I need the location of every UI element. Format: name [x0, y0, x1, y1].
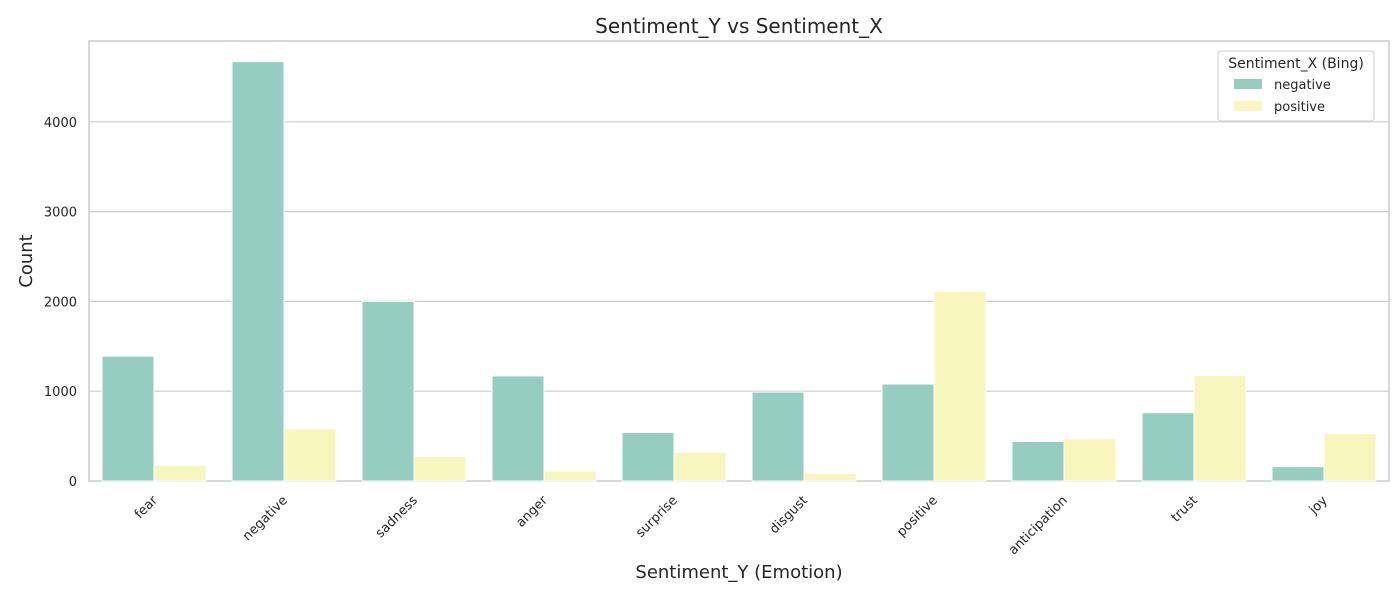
legend-swatch-positive	[1234, 101, 1262, 111]
y-tick-label: 4000	[44, 116, 77, 131]
x-tick-label-joy: joy	[1306, 493, 1331, 518]
y-tick-label: 1000	[44, 385, 77, 400]
bar-disgust-positive	[803, 472, 857, 482]
x-tick-label-fear: fear	[132, 493, 161, 522]
y-tick-label: 0	[69, 475, 77, 490]
bar-surprise-negative	[621, 432, 675, 482]
bar-negative-negative	[231, 61, 285, 482]
bar-anger-positive	[543, 470, 597, 482]
y-tick-labels: 0 1000 2000 3000 4000	[44, 116, 77, 490]
x-tick-label-disgust: disgust	[767, 493, 811, 537]
x-tick-label-anticipation: anticipation	[1006, 493, 1071, 558]
bar-positive-positive	[933, 291, 987, 482]
plot-area	[88, 40, 1390, 482]
bar-anger-negative	[491, 375, 545, 482]
bar-surprise-positive	[673, 451, 727, 482]
bar-fear-negative	[101, 355, 155, 482]
y-tick-label: 2000	[44, 295, 77, 310]
legend-label-negative: negative	[1274, 78, 1331, 93]
bars	[101, 61, 1377, 482]
bar-disgust-negative	[751, 391, 805, 482]
bar-sadness-positive	[413, 456, 467, 482]
grid-lines	[89, 121, 1389, 392]
bar-positive-negative	[881, 383, 935, 482]
bar-anticipation-positive	[1063, 438, 1117, 482]
bar-negative-positive	[283, 428, 337, 482]
bar-joy-negative	[1271, 466, 1325, 482]
bar-sadness-negative	[361, 300, 415, 482]
x-tick-label-positive: positive	[894, 493, 941, 540]
bar-joy-positive	[1323, 432, 1377, 482]
bar-trust-positive	[1193, 374, 1247, 482]
legend: Sentiment_X (Bing) negative positive	[1217, 50, 1375, 122]
x-tick-label-negative: negative	[240, 493, 291, 544]
bar-anticipation-negative	[1011, 440, 1065, 482]
x-tick-label-sadness: sadness	[373, 493, 421, 541]
bar-fear-positive	[153, 464, 207, 482]
chart-title: Sentiment_Y vs Sentiment_X	[595, 14, 883, 38]
legend-title: Sentiment_X (Bing)	[1228, 56, 1364, 72]
x-tick-labels: fear negative sadness anger surprise disgust p…	[132, 493, 1331, 558]
x-tick-label-anger: anger	[513, 493, 551, 531]
y-tick-label: 3000	[44, 206, 77, 221]
bar-trust-negative	[1141, 412, 1195, 482]
x-axis-title: Sentiment_Y (Emotion)	[635, 562, 842, 583]
legend-label-positive: positive	[1274, 100, 1325, 115]
x-tick-label-surprise: surprise	[633, 493, 681, 541]
legend-swatch-negative	[1234, 79, 1262, 89]
x-tick-label-trust: trust	[1169, 493, 1201, 525]
y-axis-title: Count	[16, 234, 37, 287]
